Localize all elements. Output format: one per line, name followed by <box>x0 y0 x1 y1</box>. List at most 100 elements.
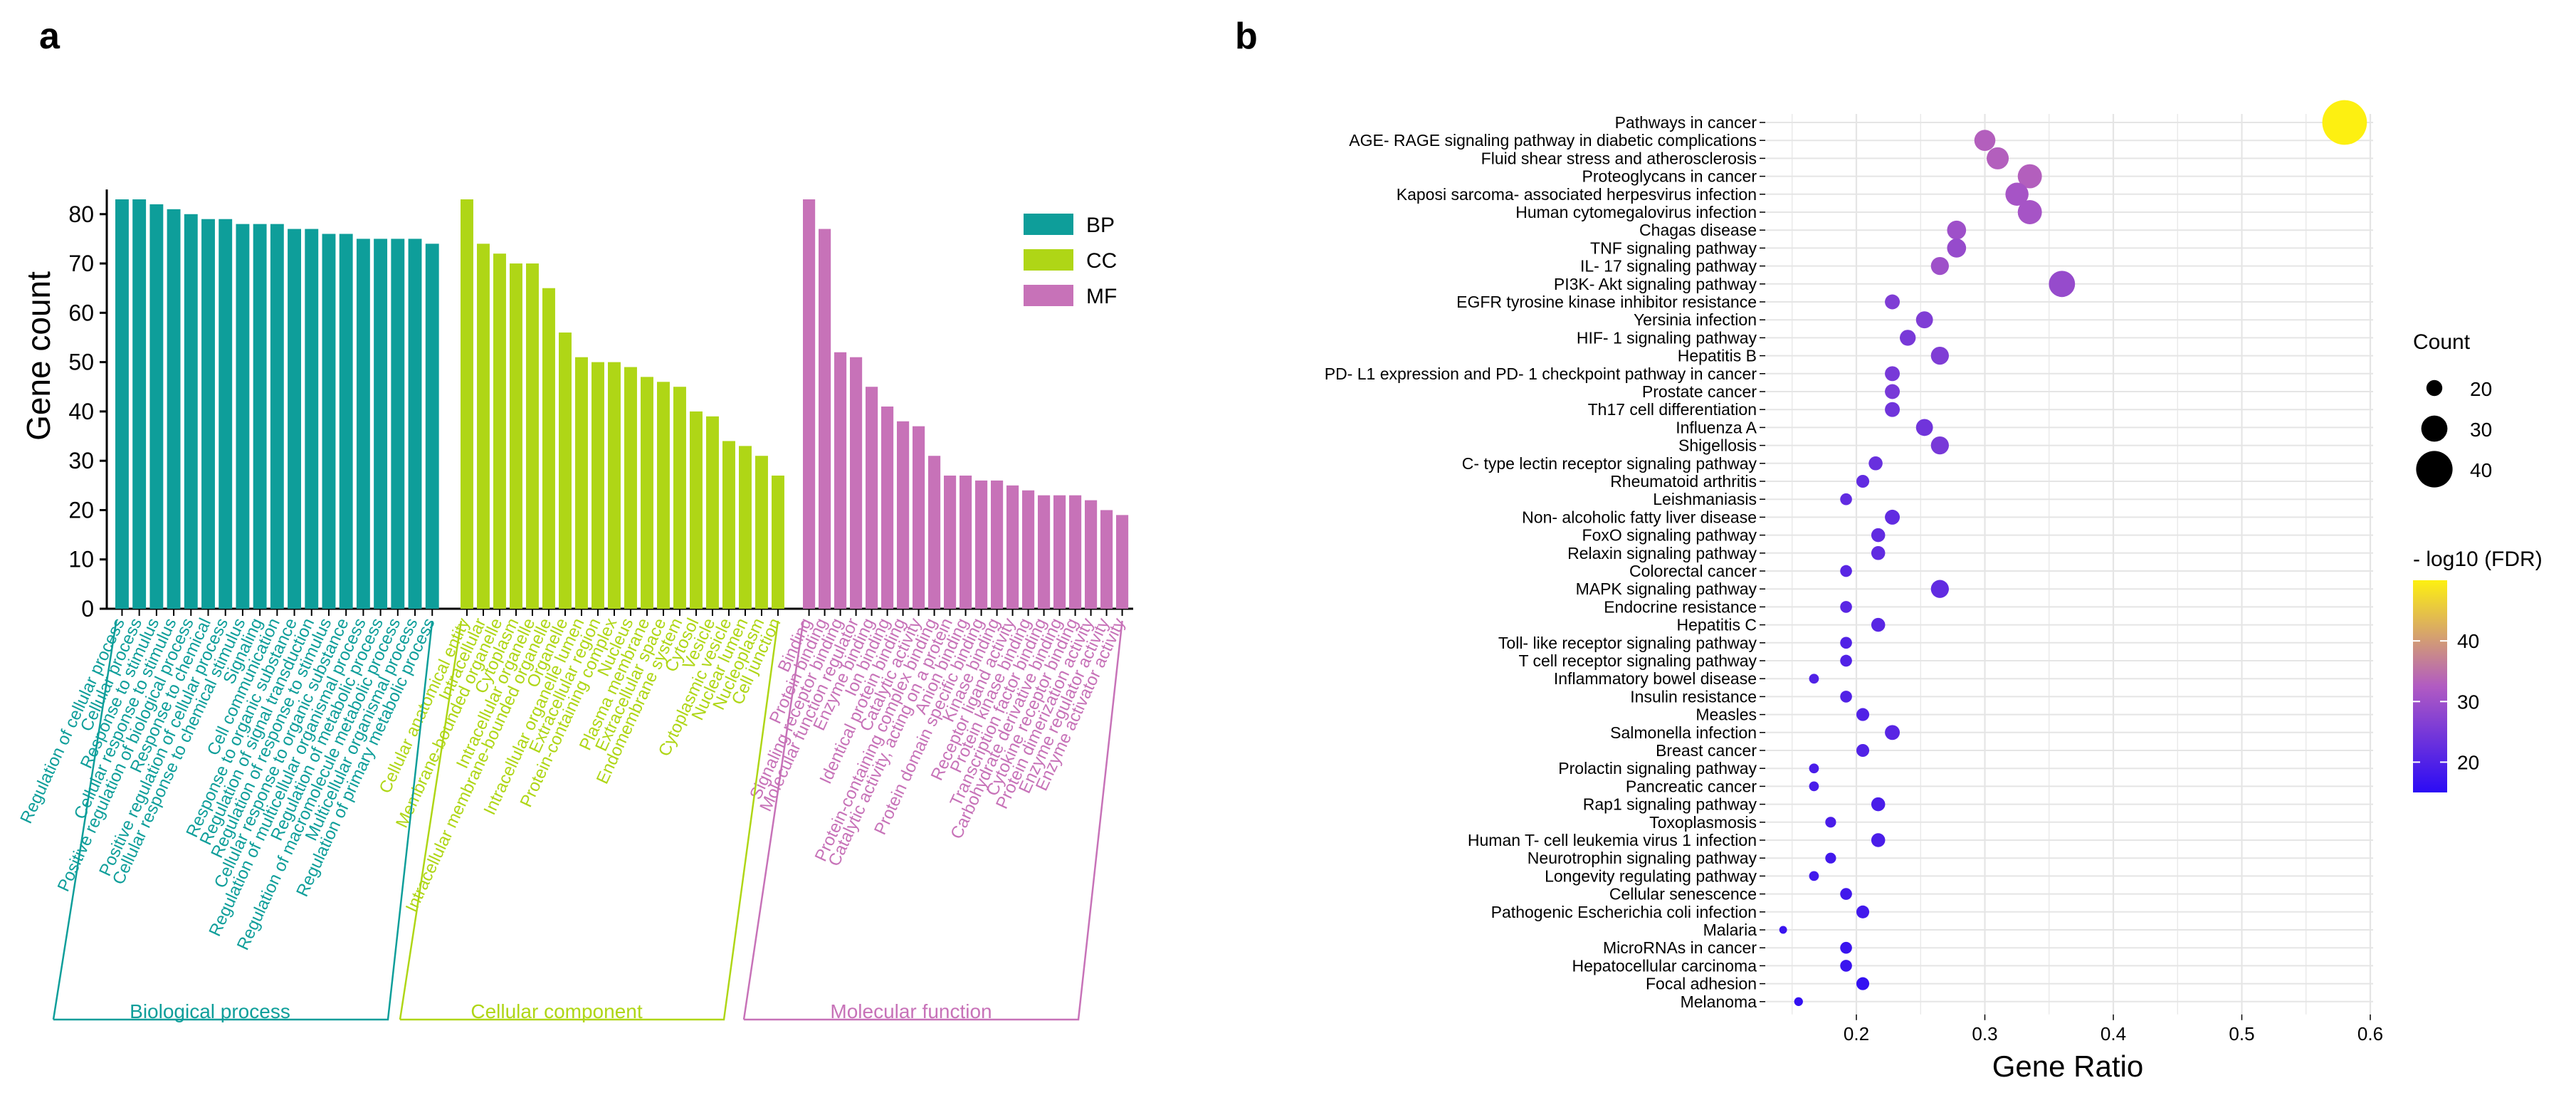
point <box>1809 763 1819 774</box>
bar-bp <box>408 239 422 609</box>
pathway-label: Colorectal cancer <box>1629 562 1757 580</box>
pathway-label: Relaxin signaling pathway <box>1567 544 1757 562</box>
pathway-label: Chagas disease <box>1639 221 1757 239</box>
pathway-label: Pathogenic Escherichia coli infection <box>1491 903 1757 921</box>
bar-cc <box>690 411 703 609</box>
point <box>1900 330 1916 346</box>
y-axis-tick-label: 50 <box>68 350 94 375</box>
y-axis-tick-label: 30 <box>68 448 94 473</box>
pathway-label: Fluid shear stress and atherosclerosis <box>1481 149 1757 167</box>
bar-chart-legend: BP CC MF <box>1024 214 1117 308</box>
dot-plot-points <box>1779 100 2367 1006</box>
bar-bp <box>339 234 353 609</box>
point <box>1856 708 1870 721</box>
pathway-label: PD- L1 expression and PD- 1 checkpoint p… <box>1325 365 1757 383</box>
point <box>1840 637 1852 649</box>
pathway-label: FoxO signaling pathway <box>1582 526 1757 545</box>
pathway-label: Insulin resistance <box>1630 687 1757 706</box>
bar-mf <box>928 456 941 609</box>
pathway-label: Toll- like receptor signaling pathway <box>1498 634 1757 652</box>
group-label-cc: Cellular component <box>470 1000 642 1022</box>
legend-swatch-cc <box>1024 249 1073 271</box>
bar-bp <box>270 224 284 609</box>
legend-label-bp: BP <box>1086 214 1115 237</box>
size-legend-dot <box>2416 451 2453 488</box>
pathway-label: Shigellosis <box>1678 436 1757 455</box>
pathway-label: Focal adhesion <box>1646 975 1757 993</box>
group-bracket-bp <box>52 620 433 1021</box>
point <box>1930 580 1949 598</box>
y-axis-tick-label: 60 <box>68 300 94 325</box>
bar-bp <box>356 239 370 609</box>
bar-cc <box>510 263 522 609</box>
bar-mf <box>897 421 910 609</box>
point <box>1840 565 1852 577</box>
bar-bp <box>305 229 319 609</box>
point <box>1885 725 1901 740</box>
bar-cc <box>542 288 555 609</box>
pathway-label: Non- alcoholic fatty liver disease <box>1522 508 1757 526</box>
bar-bp <box>236 224 250 609</box>
pathway-label: T cell receptor signaling pathway <box>1518 651 1757 670</box>
pathway-label: HIF- 1 signaling pathway <box>1577 328 1757 347</box>
pathway-label: MicroRNAs in cancer <box>1603 938 1757 957</box>
bar-bp <box>288 229 301 609</box>
x-axis-tick-label: 0.4 <box>2101 1023 2126 1044</box>
point <box>2017 200 2042 224</box>
pathway-label: Melanoma <box>1681 993 1757 1011</box>
pathway-label: Rap1 signaling pathway <box>1583 795 1757 814</box>
pathway-label: Influenza A <box>1676 418 1757 436</box>
point <box>1885 294 1901 310</box>
point <box>1809 781 1819 792</box>
pathway-label: Prolactin signaling pathway <box>1558 759 1757 777</box>
legend-label-cc: CC <box>1086 249 1117 273</box>
bar-mf <box>834 352 847 609</box>
bar-cc <box>493 253 506 609</box>
color-legend-title: - log10 (FDR) <box>2413 548 2543 571</box>
bar-bp <box>132 199 147 609</box>
bar-cc <box>657 382 670 609</box>
point <box>1871 528 1886 543</box>
group-label-mf: Molecular function <box>830 1000 992 1022</box>
bar-chart-y-axis-title: Gene count <box>20 271 57 441</box>
color-legend-label: 40 <box>2457 630 2479 652</box>
bar-mf <box>1100 510 1113 609</box>
pathway-label: Leishmaniasis <box>1653 490 1757 508</box>
bar-bp <box>149 204 164 609</box>
pathway-label: Inflammatory bowel disease <box>1554 669 1757 688</box>
pathway-label: Rheumatoid arthritis <box>1610 472 1757 491</box>
point <box>1930 346 1949 365</box>
bar-chart-panel: 0 10 20 30 40 50 60 70 80 Regulation of cellular… <box>16 189 1133 1022</box>
point <box>1930 436 1949 455</box>
bar-mf <box>819 229 831 609</box>
bar-mf <box>991 480 1004 609</box>
bar-mf <box>975 480 988 609</box>
pathway-label: AGE- RAGE signaling pathway in diabetic … <box>1349 131 1757 150</box>
pathway-label: Human cytomegalovirus infection <box>1515 203 1757 221</box>
size-legend-label: 20 <box>2470 378 2492 400</box>
bar-mf <box>881 406 894 609</box>
y-axis-tick-label: 0 <box>81 596 94 622</box>
pathway-label: TNF signaling pathway <box>1590 239 1757 257</box>
point <box>1885 366 1901 382</box>
color-legend-label: 30 <box>2457 691 2479 713</box>
y-axis-tick-label: 80 <box>68 201 94 227</box>
bar-mf <box>960 475 972 609</box>
point <box>1856 743 1870 758</box>
bar-cc <box>624 367 637 609</box>
bar-chart-bars <box>115 199 1129 616</box>
pathway-label: Th17 cell differentiation <box>1588 400 1757 419</box>
bar-mf <box>1069 495 1082 609</box>
point <box>1856 905 1870 918</box>
point <box>1930 256 1949 276</box>
bar-bp <box>201 219 215 609</box>
point <box>1871 617 1886 632</box>
size-legend-title: Count <box>2413 330 2471 354</box>
bar-mf <box>1022 490 1035 609</box>
color-legend-bar <box>2413 580 2447 792</box>
panel-label-b: b <box>1235 16 1258 57</box>
pathway-label: Pathways in cancer <box>1615 113 1757 132</box>
pathway-label: Prostate cancer <box>1642 382 1757 401</box>
